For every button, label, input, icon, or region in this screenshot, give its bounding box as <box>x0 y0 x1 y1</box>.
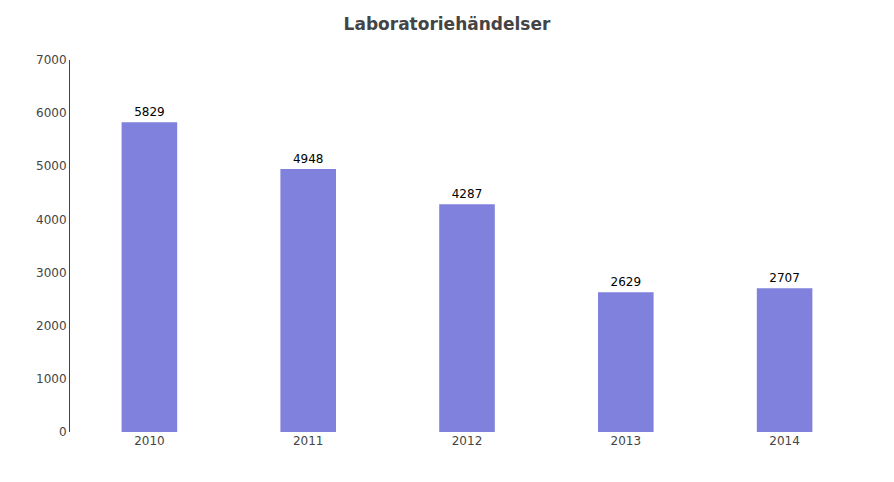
svg-text:2010: 2010 <box>134 434 165 448</box>
svg-text:2014: 2014 <box>769 434 800 448</box>
svg-text:6000: 6000 <box>36 106 67 120</box>
svg-text:2011: 2011 <box>293 434 324 448</box>
svg-text:4287: 4287 <box>452 187 483 201</box>
svg-text:2629: 2629 <box>611 275 642 289</box>
svg-text:4000: 4000 <box>36 213 67 227</box>
svg-text:2000: 2000 <box>36 319 67 333</box>
svg-text:2013: 2013 <box>611 434 642 448</box>
svg-text:0: 0 <box>59 425 67 439</box>
svg-text:5000: 5000 <box>36 159 67 173</box>
svg-text:2707: 2707 <box>769 271 800 285</box>
svg-text:Laboratoriehändelser: Laboratoriehändelser <box>344 14 551 34</box>
svg-text:3000: 3000 <box>36 266 67 280</box>
svg-text:5829: 5829 <box>134 105 165 119</box>
svg-text:1000: 1000 <box>36 372 67 386</box>
svg-text:7000: 7000 <box>36 53 67 67</box>
svg-text:4948: 4948 <box>293 152 324 166</box>
svg-text:2012: 2012 <box>452 434 483 448</box>
